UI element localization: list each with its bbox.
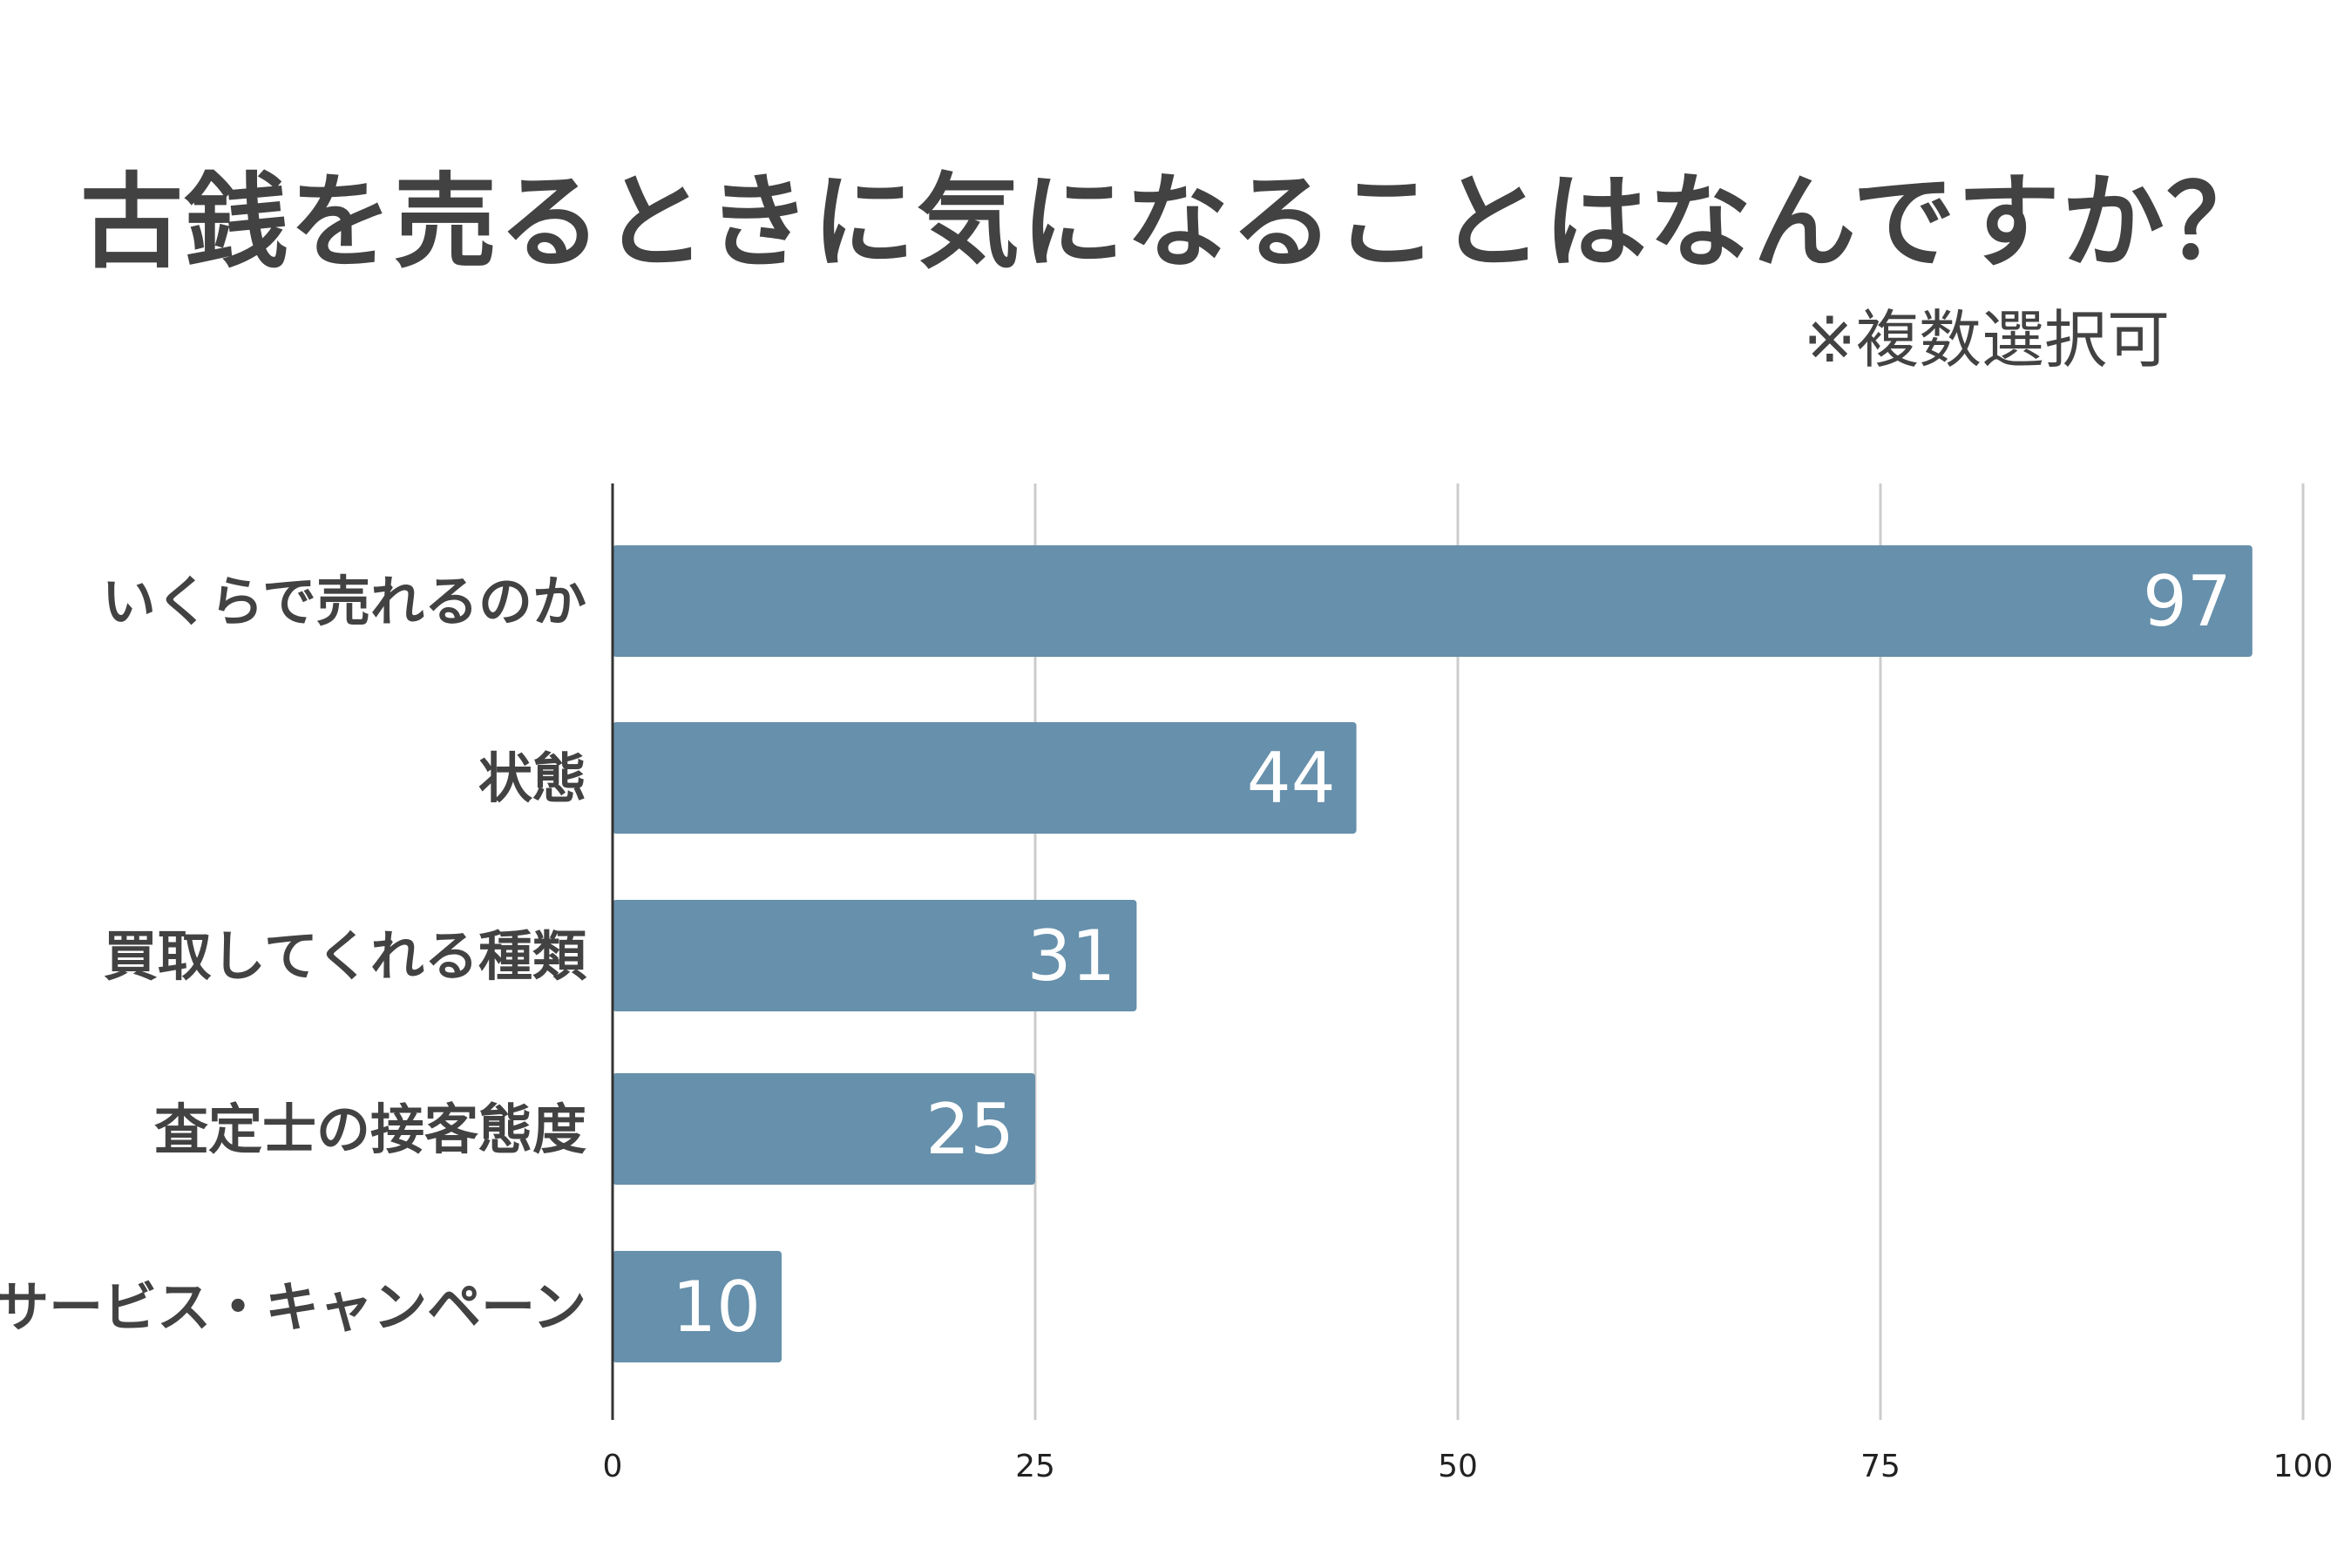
category-label-1: いくらで売れるのか	[102, 570, 586, 633]
x-tick-label-0: 0	[603, 1449, 623, 1484]
data-labels: 97 44 31 25 10	[672, 561, 2232, 1348]
x-tick-label-75: 75	[1860, 1449, 1900, 1484]
bars	[613, 545, 2253, 1362]
bar-2	[613, 722, 1357, 834]
bar-value-label-2: 44	[1247, 738, 1336, 819]
x-tick-labels: 0 25 50 75 100	[603, 1449, 2334, 1484]
bar-value-label-4: 25	[925, 1089, 1014, 1170]
category-label-2: 状態	[478, 747, 586, 810]
bar-value-label-3: 31	[1027, 916, 1116, 997]
bar-1	[613, 545, 2253, 657]
x-tick-label-50: 50	[1438, 1449, 1478, 1484]
x-tick-label-100: 100	[2273, 1449, 2334, 1484]
category-label-5: サービス・キャンペーン	[0, 1275, 586, 1339]
bar-value-label-1: 97	[2143, 561, 2232, 642]
chart-title: 古銭を売るときに気になることはなんですか？	[79, 162, 2272, 282]
bar-4	[613, 1073, 1035, 1185]
bar-value-label-5: 10	[672, 1267, 761, 1348]
category-label-4: 査定士の接客態度	[154, 1098, 586, 1161]
bar-3	[613, 900, 1137, 1011]
chart-subtitle: ※複数選択可	[1803, 303, 2170, 376]
category-label-3: 買取してくれる種類	[104, 924, 587, 988]
x-tick-label-25: 25	[1015, 1449, 1055, 1484]
bar-5	[613, 1251, 782, 1362]
